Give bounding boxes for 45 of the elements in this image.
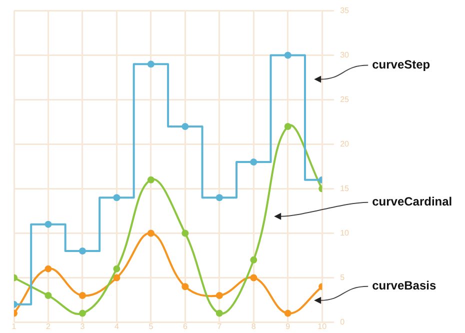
- y-tick-label: 25: [340, 94, 350, 104]
- point: [44, 220, 52, 228]
- point: [284, 310, 292, 317]
- x-tick-label: 6: [182, 322, 188, 332]
- y-tick-label: 20: [340, 139, 350, 148]
- point: [147, 230, 154, 237]
- point: [44, 292, 52, 300]
- y-tick-label: 15: [340, 184, 350, 193]
- y-tick-label: 10: [340, 228, 350, 238]
- point: [216, 194, 223, 202]
- x-tick-label: 2: [46, 322, 52, 332]
- x-tick-label: 7: [217, 322, 222, 332]
- y-tick-label: 30: [340, 50, 350, 60]
- point: [182, 122, 189, 130]
- point: [182, 283, 189, 290]
- point: [216, 292, 223, 300]
- point: [113, 265, 120, 272]
- x-tick-label: 9: [286, 322, 291, 332]
- point: [44, 265, 52, 272]
- point: [182, 230, 189, 237]
- y-tick-label: 35: [340, 6, 350, 16]
- y-tick-label: 5: [340, 272, 346, 282]
- point: [113, 194, 120, 202]
- point: [113, 274, 120, 282]
- text: curveCardinal: [372, 194, 452, 209]
- x-tick-label: 8: [251, 322, 256, 332]
- point: [284, 122, 292, 130]
- point: [284, 52, 292, 59]
- point: [147, 176, 154, 184]
- point: [78, 292, 86, 300]
- point: [78, 248, 86, 255]
- y-tick-label: 0: [340, 317, 346, 326]
- point: [250, 158, 258, 166]
- point: [78, 310, 86, 317]
- x-tick-label: 4: [114, 322, 120, 332]
- x-tick-label: 10: [318, 322, 328, 332]
- text: curveStep: [372, 58, 430, 72]
- point: [250, 256, 258, 264]
- x-tick-label: 3: [80, 322, 86, 332]
- point: [147, 60, 154, 68]
- point: [250, 274, 258, 282]
- x-tick-label: 5: [148, 322, 154, 332]
- point: [216, 310, 223, 317]
- x-tick-label: 1: [12, 322, 17, 332]
- text: curveBasis: [372, 278, 436, 293]
